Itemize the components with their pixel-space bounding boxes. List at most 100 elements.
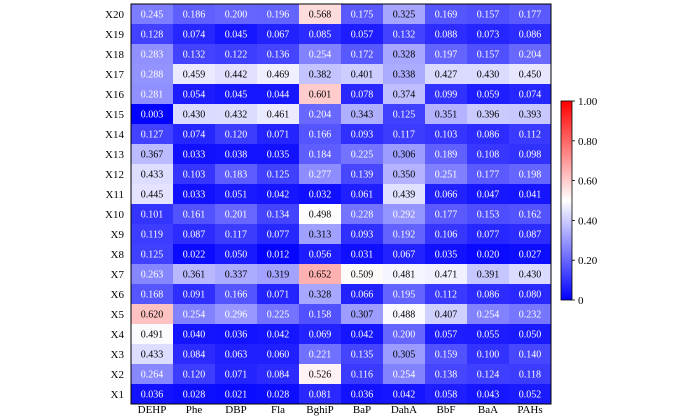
cell-value-label: 0.033 [183, 190, 206, 201]
cell-value-label: 0.526 [309, 370, 332, 381]
cell-value-label: 0.081 [309, 390, 332, 401]
y-tick-label: X10 [105, 209, 124, 221]
cell-value-label: 0.430 [477, 70, 500, 81]
heatmap-cell [341, 244, 384, 265]
heatmap-cell [131, 224, 174, 245]
heatmap-cell [509, 124, 552, 145]
heatmap-cell [131, 324, 174, 345]
heatmap-cell [215, 224, 258, 245]
heatmap-cell [509, 4, 552, 25]
cell-value-label: 0.021 [225, 390, 248, 401]
heatmap-cell [383, 364, 426, 385]
cell-value-label: 0.407 [435, 310, 458, 321]
cell-value-label: 0.445 [141, 190, 164, 201]
heatmap-cell [425, 64, 468, 85]
heatmap-cell [425, 304, 468, 325]
cell-value-label: 0.361 [183, 270, 206, 281]
cell-value-label: 0.351 [435, 110, 458, 121]
heatmap-cell [299, 284, 342, 305]
cell-value-label: 0.077 [267, 230, 290, 241]
y-tick-label: X7 [111, 269, 125, 281]
cell-value-label: 0.568 [309, 10, 332, 21]
cell-value-label: 0.471 [435, 270, 458, 281]
y-tick-label: X2 [111, 369, 124, 381]
cell-value-label: 0.036 [141, 390, 164, 401]
colorbar-tick-label: 0 [578, 295, 584, 307]
cell-value-label: 0.060 [267, 350, 290, 361]
cell-value-label: 0.033 [183, 150, 206, 161]
cell-value-label: 0.469 [267, 70, 290, 81]
cell-value-label: 0.058 [435, 390, 458, 401]
heatmap-cell [383, 44, 426, 65]
heatmap-cell [299, 24, 342, 45]
cell-value-label: 0.430 [183, 110, 206, 121]
cell-value-label: 0.087 [183, 230, 206, 241]
heatmap-cell [299, 224, 342, 245]
cell-value-label: 0.254 [309, 50, 332, 61]
cell-value-label: 0.071 [225, 370, 248, 381]
heatmap-cell [131, 364, 174, 385]
cell-value-label: 0.028 [183, 390, 206, 401]
heatmap-cell [131, 124, 174, 145]
heatmap-cell [509, 204, 552, 225]
heatmap-cell [383, 324, 426, 345]
cell-value-label: 0.067 [267, 30, 290, 41]
cell-value-label: 0.186 [183, 10, 206, 21]
x-tick-label: DahA [391, 404, 417, 416]
x-tick-label: BaP [353, 404, 371, 416]
heatmap-cell [467, 104, 510, 125]
cell-value-label: 0.103 [183, 170, 206, 181]
cell-value-label: 0.204 [309, 110, 332, 121]
cell-value-label: 0.459 [183, 70, 206, 81]
y-tick-label: X8 [111, 249, 125, 261]
cell-value-label: 0.040 [183, 330, 206, 341]
heatmap-cell [383, 244, 426, 265]
heatmap-cell [257, 164, 300, 185]
heatmap-cell [215, 24, 258, 45]
y-tick-label: X13 [105, 149, 124, 161]
cell-value-label: 0.140 [519, 350, 542, 361]
cell-value-label: 0.652 [309, 270, 332, 281]
heatmap-cell [509, 264, 552, 285]
y-tick-label: X9 [111, 229, 125, 241]
cell-value-label: 0.189 [435, 150, 458, 161]
colorbar-tick-label: 0.40 [578, 215, 598, 227]
cell-value-label: 0.069 [309, 330, 332, 341]
heatmap-cell [257, 44, 300, 65]
heatmap-cell [425, 24, 468, 45]
heatmap-cell [425, 344, 468, 365]
heatmap-cell [215, 244, 258, 265]
heatmap-cell [425, 84, 468, 105]
cell-value-label: 0.101 [141, 210, 164, 221]
cell-value-label: 0.296 [225, 310, 248, 321]
cell-value-label: 0.117 [225, 230, 247, 241]
cell-value-label: 0.439 [393, 190, 416, 201]
heatmap-cell [131, 164, 174, 185]
cell-value-label: 0.325 [393, 10, 416, 21]
heatmap-cell [173, 64, 216, 85]
heatmap-cell [341, 284, 384, 305]
heatmap-cell [257, 324, 300, 345]
cell-value-label: 0.166 [309, 130, 332, 141]
cell-value-label: 0.036 [225, 330, 248, 341]
cell-value-label: 0.120 [225, 130, 248, 141]
heatmap-cell [341, 164, 384, 185]
cell-value-label: 0.162 [519, 210, 542, 221]
heatmap-cell [341, 44, 384, 65]
heatmap-cell [215, 324, 258, 345]
heatmap-cell [467, 344, 510, 365]
heatmap-cell [467, 224, 510, 245]
cell-value-label: 0.057 [351, 30, 374, 41]
cell-value-label: 0.157 [477, 50, 500, 61]
cell-value-label: 0.051 [225, 190, 248, 201]
cell-value-label: 0.125 [141, 250, 164, 261]
heatmap-cell [257, 144, 300, 165]
cell-value-label: 0.254 [183, 310, 206, 321]
heatmap-cell [299, 184, 342, 205]
y-tick-label: X6 [111, 289, 125, 301]
heatmap-cell [425, 144, 468, 165]
cell-value-label: 0.157 [477, 10, 500, 21]
heatmap-cell [341, 264, 384, 285]
heatmap-cell [215, 44, 258, 65]
cell-value-label: 0.116 [351, 370, 373, 381]
